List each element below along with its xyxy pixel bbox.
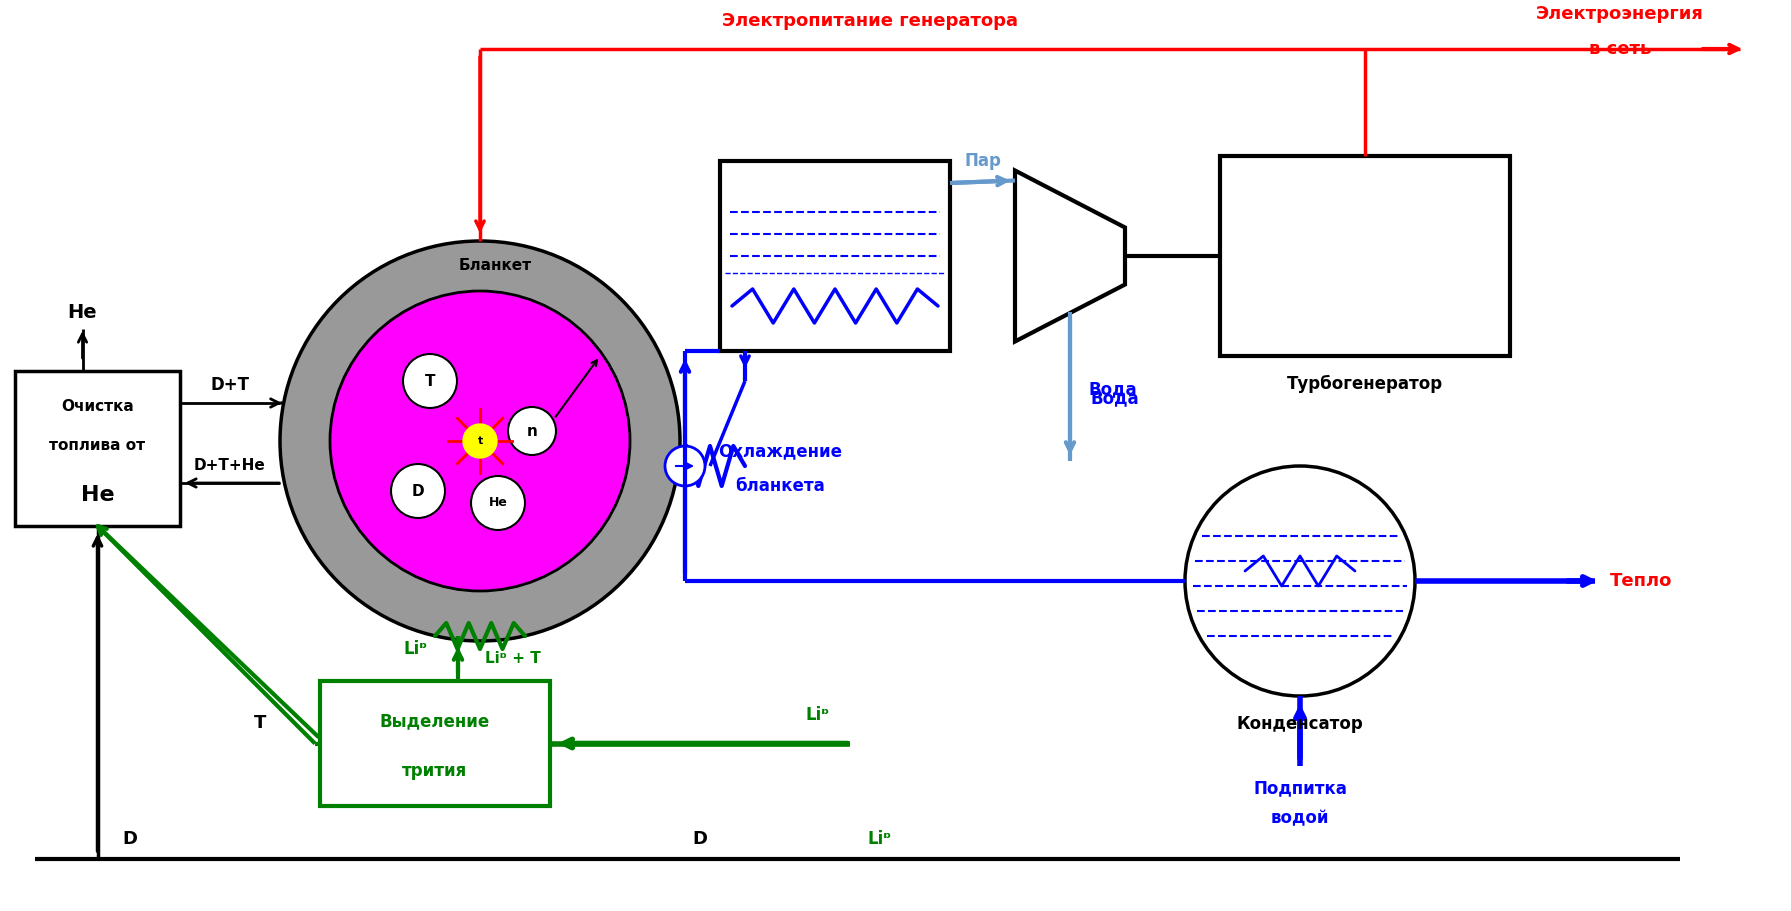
Text: Конденсатор: Конденсатор: [1236, 715, 1363, 733]
Bar: [321, 681, 550, 806]
Bar: [1220, 156, 1510, 356]
Text: Liᶛ: Liᶛ: [405, 640, 428, 658]
Circle shape: [1186, 466, 1415, 696]
Text: Подпитка: Подпитка: [1254, 779, 1347, 797]
Text: Турбогенератор: Турбогенератор: [1288, 375, 1444, 393]
Text: Liᶛ: Liᶛ: [869, 830, 892, 848]
Text: D+T: D+T: [211, 376, 249, 394]
Text: Охлаждение: Охлаждение: [718, 442, 842, 460]
Text: Очистка: Очистка: [61, 399, 134, 415]
Text: топлива от: топлива от: [50, 438, 145, 453]
Text: D: D: [122, 830, 138, 848]
Text: Вода: Вода: [1091, 390, 1139, 407]
Bar: [720, 161, 949, 351]
Text: Liᶛ: Liᶛ: [806, 707, 829, 724]
Text: T: T: [424, 374, 435, 388]
Circle shape: [464, 424, 496, 458]
Text: Вода: Вода: [1087, 380, 1137, 398]
Circle shape: [390, 464, 444, 518]
Text: Электропитание генератора: Электропитание генератора: [722, 12, 1017, 30]
Text: водой: водой: [1272, 809, 1329, 827]
Polygon shape: [1015, 170, 1125, 342]
Text: He: He: [489, 496, 507, 509]
Text: Электроэнергия: Электроэнергия: [1537, 5, 1703, 23]
Circle shape: [279, 241, 681, 641]
Circle shape: [403, 354, 457, 408]
Text: трития: трития: [403, 762, 467, 780]
Text: Пар: Пар: [965, 152, 1001, 170]
Circle shape: [664, 446, 706, 486]
Text: Liᶛ + T: Liᶛ + T: [485, 651, 541, 666]
Text: Выделение: Выделение: [380, 712, 491, 730]
Text: D: D: [412, 484, 424, 498]
Text: в сеть: в сеть: [1589, 40, 1651, 58]
Circle shape: [330, 291, 630, 591]
Text: t: t: [478, 436, 482, 446]
Text: Тепло: Тепло: [1610, 572, 1673, 590]
Circle shape: [471, 476, 525, 530]
Text: D: D: [693, 830, 707, 848]
Text: n: n: [527, 424, 537, 438]
Text: He: He: [81, 485, 115, 505]
Text: Бланкет: Бланкет: [458, 259, 532, 273]
Text: T: T: [254, 714, 267, 732]
Text: He: He: [68, 303, 97, 322]
Text: D+T+He: D+T+He: [193, 457, 265, 473]
Bar: [14, 371, 181, 526]
Circle shape: [509, 407, 555, 455]
Text: бланкета: бланкета: [734, 477, 826, 495]
